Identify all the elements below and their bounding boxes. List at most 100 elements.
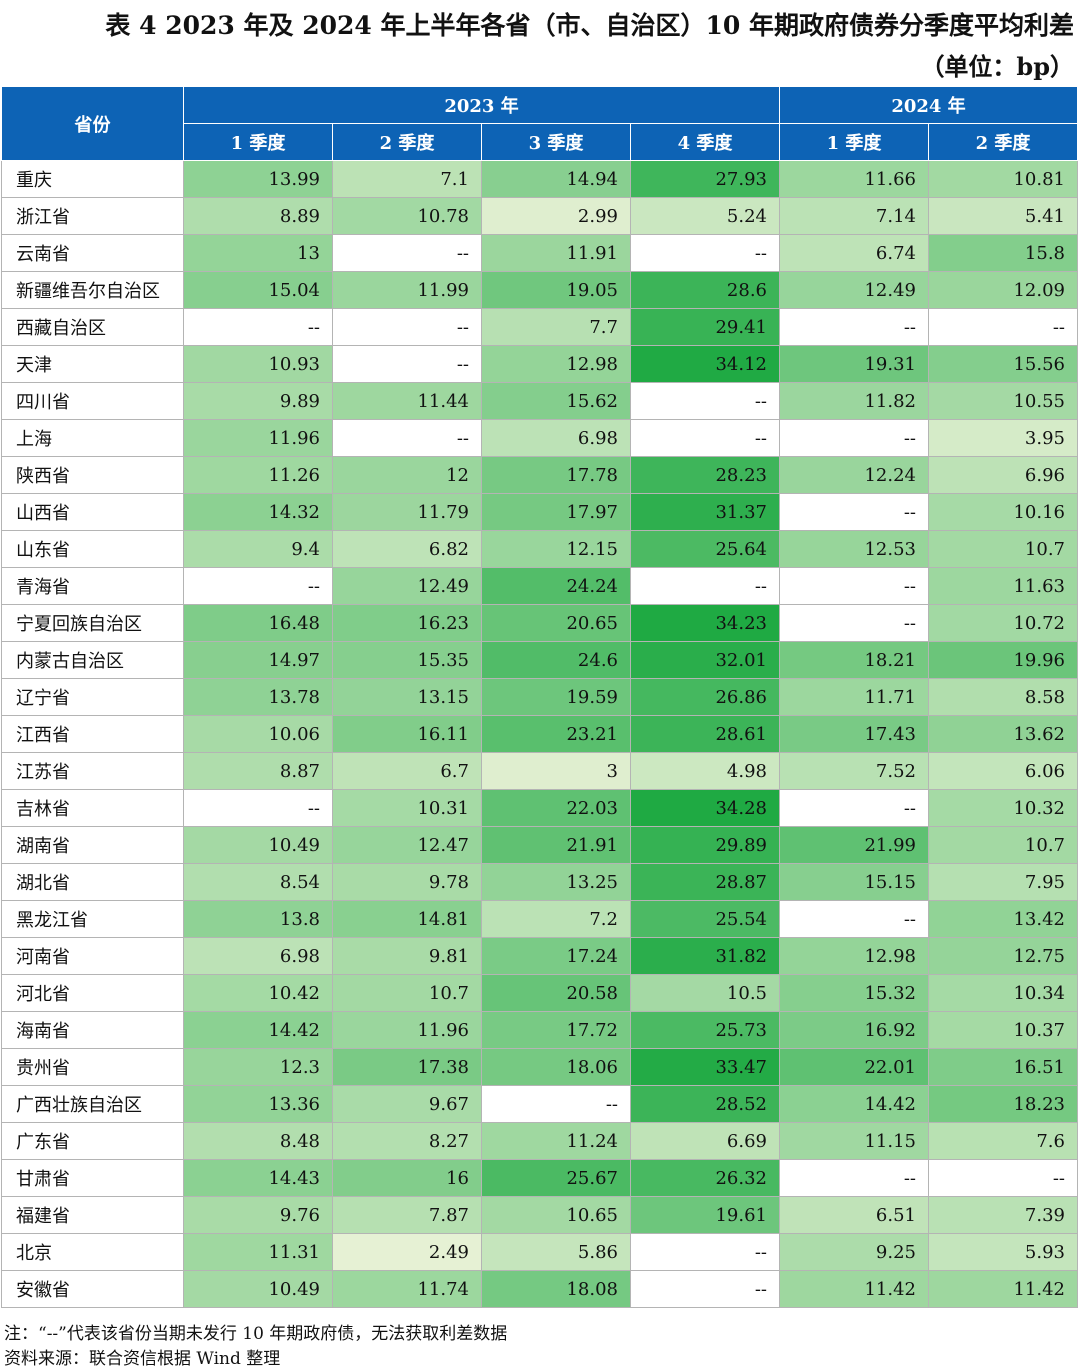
province-cell: 内蒙古自治区: [1, 641, 184, 679]
value-cell: 14.94: [481, 160, 631, 198]
province-cell: 河北省: [1, 974, 184, 1012]
province-cell: 浙江省: [1, 197, 184, 235]
value-cell: 6.06: [928, 752, 1078, 790]
value-cell: 17.43: [779, 715, 929, 753]
table-row: 宁夏回族自治区 16.48 16.23 20.65 34.23 -- 10.72: [1, 604, 1078, 642]
value-cell: 10.7: [928, 826, 1078, 864]
value-cell: --: [630, 382, 780, 420]
value-cell: 12.49: [779, 271, 929, 309]
province-cell: 西藏自治区: [1, 308, 184, 346]
value-cell: 12.49: [332, 567, 482, 605]
value-cell: 16.51: [928, 1048, 1078, 1086]
value-cell: 11.79: [332, 493, 482, 531]
value-cell: --: [630, 1233, 780, 1271]
table-row: 福建省 9.76 7.87 10.65 19.61 6.51 7.39: [1, 1196, 1078, 1234]
table-body: 重庆 13.99 7.1 14.94 27.93 11.66 10.81 浙江省 8.89 10.…: [1, 160, 1078, 1308]
province-cell: 四川省: [1, 382, 184, 420]
value-cell: 9.76: [183, 1196, 333, 1234]
province-cell: 辽宁省: [1, 678, 184, 716]
value-cell: 10.06: [183, 715, 333, 753]
province-cell: 天津: [1, 345, 184, 383]
value-cell: 4.98: [630, 752, 780, 790]
value-cell: 11.15: [779, 1122, 929, 1160]
province-cell: 重庆: [1, 160, 184, 198]
value-cell: 11.44: [332, 382, 482, 420]
value-cell: 3: [481, 752, 631, 790]
table-row: 山东省 9.4 6.82 12.15 25.64 12.53 10.7: [1, 530, 1078, 568]
value-cell: 25.64: [630, 530, 780, 568]
value-cell: 20.58: [481, 974, 631, 1012]
value-cell: 12.24: [779, 456, 929, 494]
table-row: 河北省 10.42 10.7 20.58 10.5 15.32 10.34: [1, 974, 1078, 1012]
table-row: 新疆维吾尔自治区 15.04 11.99 19.05 28.6 12.49 12.09: [1, 271, 1078, 309]
province-cell: 山东省: [1, 530, 184, 568]
table-row: 内蒙古自治区 14.97 15.35 24.6 32.01 18.21 19.96: [1, 641, 1078, 679]
value-cell: 10.81: [928, 160, 1078, 198]
table-row: 河南省 6.98 9.81 17.24 31.82 12.98 12.75: [1, 937, 1078, 975]
value-cell: 19.05: [481, 271, 631, 309]
value-cell: 5.93: [928, 1233, 1078, 1271]
value-cell: 16.92: [779, 1011, 929, 1049]
value-cell: --: [183, 789, 333, 827]
value-cell: 12.98: [481, 345, 631, 383]
value-cell: 13.8: [183, 900, 333, 938]
value-cell: 34.28: [630, 789, 780, 827]
header-quarter: 4 季度: [630, 123, 780, 161]
province-cell: 福建省: [1, 1196, 184, 1234]
value-cell: 16.23: [332, 604, 482, 642]
spread-table: 省份 2023 年 2024 年 1 季度 2 季度 3 季度 4 季度 1 季…: [1, 86, 1078, 1308]
value-cell: 25.67: [481, 1159, 631, 1197]
value-cell: 7.7: [481, 308, 631, 346]
value-cell: 6.98: [183, 937, 333, 975]
value-cell: 8.89: [183, 197, 333, 235]
value-cell: 14.97: [183, 641, 333, 679]
value-cell: 11.82: [779, 382, 929, 420]
table-row: 西藏自治区 -- -- 7.7 29.41 -- --: [1, 308, 1078, 346]
table-row: 吉林省 -- 10.31 22.03 34.28 -- 10.32: [1, 789, 1078, 827]
value-cell: 11.42: [928, 1270, 1078, 1308]
value-cell: 10.49: [183, 1270, 333, 1308]
province-cell: 吉林省: [1, 789, 184, 827]
value-cell: 6.69: [630, 1122, 780, 1160]
value-cell: 10.5: [630, 974, 780, 1012]
table-row: 四川省 9.89 11.44 15.62 -- 11.82 10.55: [1, 382, 1078, 420]
value-cell: 2.49: [332, 1233, 482, 1271]
value-cell: 10.42: [183, 974, 333, 1012]
value-cell: 14.43: [183, 1159, 333, 1197]
province-cell: 青海省: [1, 567, 184, 605]
header-row-quarters: 1 季度 2 季度 3 季度 4 季度 1 季度 2 季度: [2, 123, 1078, 161]
value-cell: 24.6: [481, 641, 631, 679]
province-cell: 新疆维吾尔自治区: [1, 271, 184, 309]
value-cell: --: [779, 493, 929, 531]
value-cell: 11.63: [928, 567, 1078, 605]
value-cell: --: [630, 419, 780, 457]
value-cell: 12.98: [779, 937, 929, 975]
header-quarter: 3 季度: [481, 123, 631, 161]
value-cell: 10.16: [928, 493, 1078, 531]
table-row: 黑龙江省 13.8 14.81 7.2 25.54 -- 13.42: [1, 900, 1078, 938]
value-cell: 34.12: [630, 345, 780, 383]
value-cell: 18.08: [481, 1270, 631, 1308]
value-cell: 10.55: [928, 382, 1078, 420]
value-cell: 34.23: [630, 604, 780, 642]
province-cell: 山西省: [1, 493, 184, 531]
value-cell: --: [779, 604, 929, 642]
value-cell: 11.24: [481, 1122, 631, 1160]
value-cell: 10.31: [332, 789, 482, 827]
table-row: 广东省 8.48 8.27 11.24 6.69 11.15 7.6: [1, 1122, 1078, 1160]
province-cell: 黑龙江省: [1, 900, 184, 938]
value-cell: --: [332, 308, 482, 346]
value-cell: 10.93: [183, 345, 333, 383]
value-cell: 10.49: [183, 826, 333, 864]
table-row: 安徽省 10.49 11.74 18.08 -- 11.42 11.42: [1, 1270, 1078, 1308]
value-cell: --: [332, 419, 482, 457]
value-cell: 13.25: [481, 863, 631, 901]
value-cell: 13: [183, 234, 333, 272]
value-cell: 8.87: [183, 752, 333, 790]
value-cell: 11.96: [183, 419, 333, 457]
header-year-2023: 2023 年: [183, 86, 780, 124]
value-cell: 10.37: [928, 1011, 1078, 1049]
table-row: 重庆 13.99 7.1 14.94 27.93 11.66 10.81: [1, 160, 1078, 198]
table-row: 陕西省 11.26 12 17.78 28.23 12.24 6.96: [1, 456, 1078, 494]
value-cell: 27.93: [630, 160, 780, 198]
